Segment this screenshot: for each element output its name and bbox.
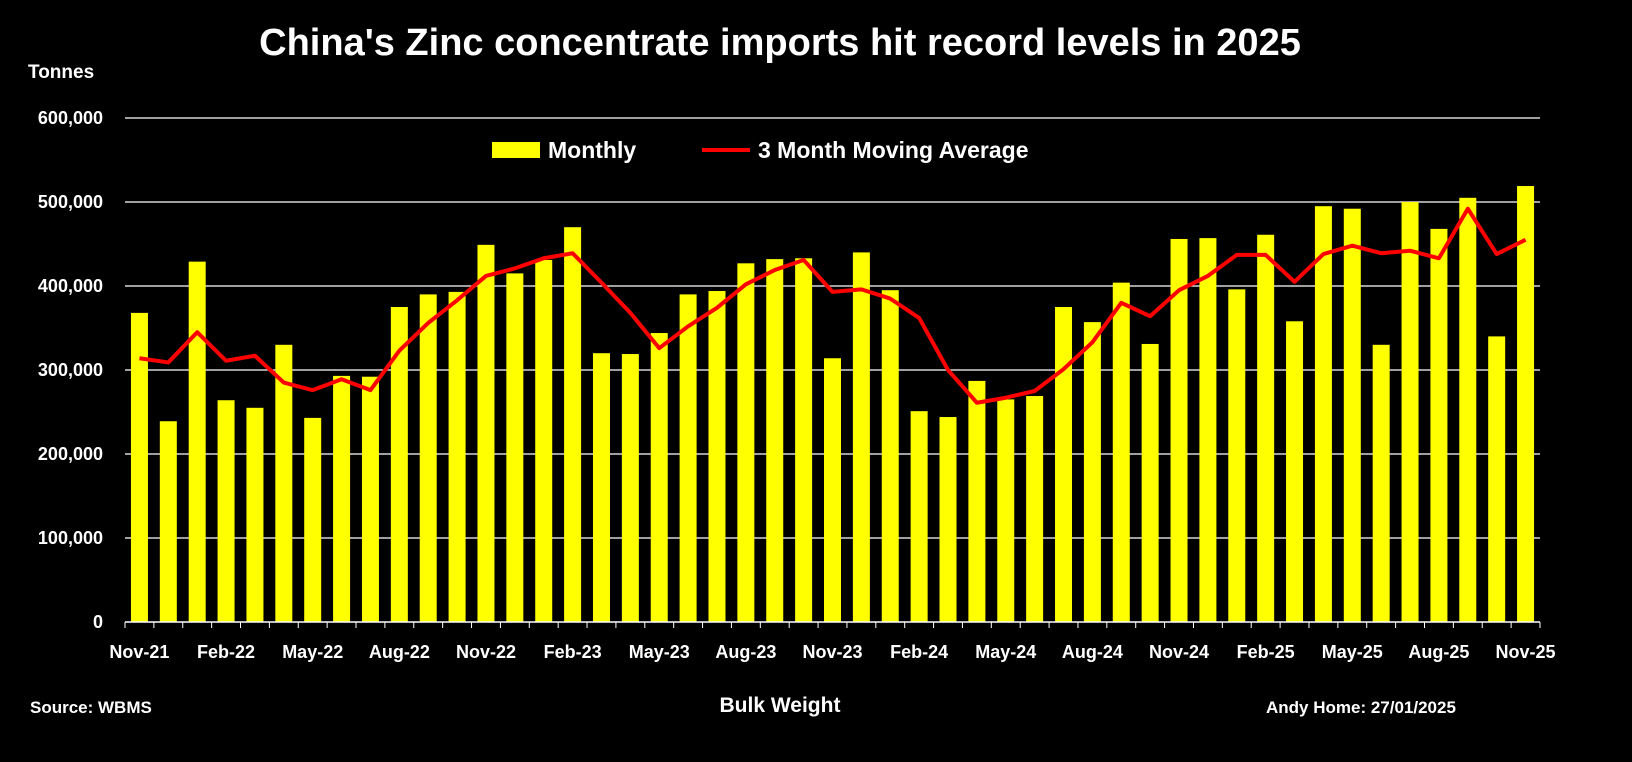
x-tick-label: May-23: [629, 642, 690, 662]
x-tick-label: May-24: [975, 642, 1036, 662]
x-tick-label: Nov-25: [1496, 642, 1556, 662]
bar-Sep-22: [419, 294, 437, 622]
bar-Nov-22: [477, 244, 495, 622]
y-axis-label: Tonnes: [28, 62, 95, 83]
bar-Jan-24: [881, 290, 899, 622]
source-note: Source: WBMS: [30, 698, 152, 717]
x-tick-label: Nov-23: [802, 642, 862, 662]
x-tick-label: Feb-25: [1237, 642, 1295, 662]
x-tick-label: Aug-22: [369, 642, 430, 662]
x-tick-label: Aug-25: [1408, 642, 1469, 662]
x-tick-label: Feb-23: [544, 642, 602, 662]
bar-Jan-23: [535, 259, 553, 622]
x-tick-label: May-25: [1322, 642, 1383, 662]
bar-May-22: [304, 417, 322, 622]
y-tick-label: 0: [93, 612, 103, 632]
bar-Aug-22: [390, 307, 408, 622]
bar-Mar-25: [1286, 321, 1304, 622]
x-tick-label: Aug-24: [1062, 642, 1123, 662]
bar-Jan-25: [1228, 289, 1246, 622]
x-tick-label: Nov-21: [109, 642, 169, 662]
bar-Jun-25: [1372, 344, 1390, 622]
bar-Apr-23: [621, 354, 639, 622]
bar-Jan-22: [188, 261, 206, 622]
x-tick-label: May-22: [282, 642, 343, 662]
x-tick-label: Nov-24: [1149, 642, 1209, 662]
legend-label-monthly: Monthly: [548, 137, 636, 163]
bar-Jun-23: [679, 294, 697, 622]
bar-Feb-22: [217, 400, 235, 622]
bar-Nov-23: [824, 358, 841, 622]
bar-Sep-23: [766, 259, 784, 622]
legend-swatch-monthly: [492, 142, 540, 158]
bar-Apr-22: [275, 344, 293, 622]
bar-Oct-24: [1141, 343, 1159, 622]
y-tick-label: 300,000: [38, 360, 103, 380]
bar-Feb-25: [1257, 234, 1275, 622]
bar-Mar-22: [246, 407, 264, 622]
moving-average-line: [139, 206, 1527, 405]
x-tick-label: Feb-24: [890, 642, 948, 662]
chart-title: China's Zinc concentrate imports hit rec…: [259, 22, 1301, 64]
legend-label-moving-average: 3 Month Moving Average: [758, 137, 1029, 163]
x-axis-label: Bulk Weight: [719, 694, 841, 717]
bar-Mar-23: [592, 353, 610, 622]
y-tick-label: 600,000: [38, 108, 103, 128]
bar-Feb-24: [910, 411, 928, 622]
bar-Sep-24: [1112, 282, 1130, 622]
x-tick-label: Feb-22: [197, 642, 255, 662]
y-tick-label: 500,000: [38, 192, 103, 212]
bar-Apr-25: [1314, 206, 1332, 622]
x-tick-label: Aug-23: [715, 642, 776, 662]
bar-Jul-25: [1401, 202, 1419, 622]
bar-Aug-23: [737, 263, 755, 622]
bar-Aug-25: [1430, 228, 1448, 622]
y-tick-label: 100,000: [38, 528, 103, 548]
bar-Feb-23: [564, 227, 582, 622]
bar-Nov-25: [1517, 186, 1535, 623]
bar-Jul-23: [708, 291, 726, 622]
bar-Dec-24: [1199, 238, 1217, 622]
bar-Dec-22: [506, 273, 524, 622]
bar-Dec-23: [852, 252, 870, 622]
bar-Oct-23: [795, 258, 813, 622]
bar-May-25: [1343, 208, 1361, 622]
bar-Jun-22: [333, 375, 351, 622]
bar-Mar-24: [939, 417, 957, 622]
bar-Jul-22: [361, 376, 379, 622]
credit-note: Andy Home: 27/01/2025: [1266, 698, 1456, 717]
bar-Oct-25: [1488, 336, 1506, 622]
bar-Nov-24: [1170, 238, 1188, 622]
bar-Oct-22: [448, 291, 466, 622]
bar-Dec-21: [159, 421, 177, 622]
y-tick-label: 400,000: [38, 276, 103, 296]
bar-Nov-21: [130, 312, 148, 622]
bar-Jul-24: [1055, 307, 1073, 622]
bar-May-24: [997, 399, 1015, 622]
y-tick-label: 200,000: [38, 444, 103, 464]
bar-Jun-24: [1026, 396, 1044, 622]
x-tick-label: Nov-22: [456, 642, 516, 662]
bar-Sep-25: [1459, 197, 1477, 623]
bar-Aug-24: [1083, 322, 1101, 622]
bar-May-23: [650, 333, 668, 622]
bar-Apr-24: [968, 380, 986, 622]
